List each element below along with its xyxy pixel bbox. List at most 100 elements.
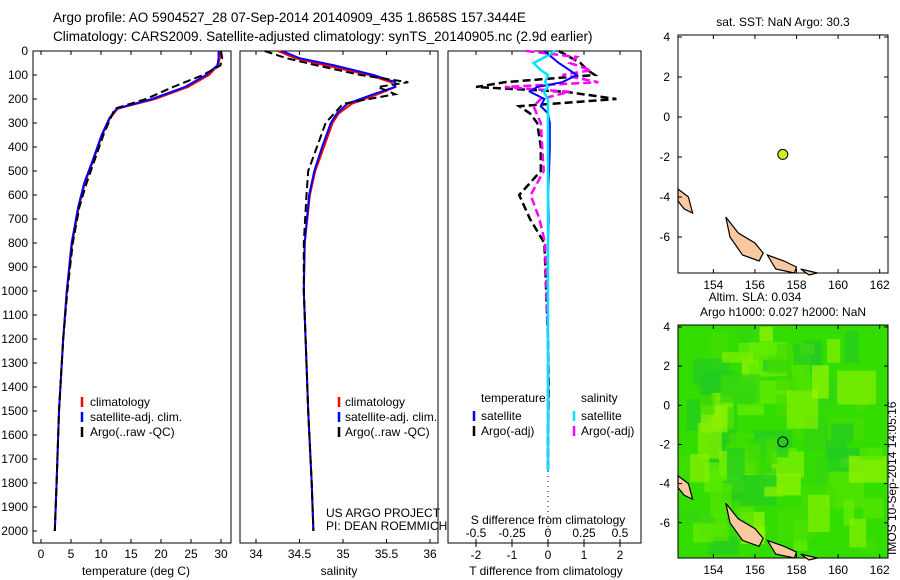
lat-tick-label: 4 <box>663 30 670 44</box>
x-axis-label: salinity <box>321 564 358 578</box>
y-tick-label: 100 <box>8 68 28 82</box>
x-axis-label: T difference from climatology <box>469 564 623 578</box>
y-tick-label: 1000 <box>1 284 28 298</box>
x-tick-label: 25 <box>184 547 198 561</box>
lat-tick-label: -4 <box>659 477 670 491</box>
s-tick-label: -0.5 <box>466 526 487 540</box>
lon-tick-label: 156 <box>745 563 765 577</box>
lat-tick-label: 2 <box>663 70 670 84</box>
sla-cell <box>708 521 729 541</box>
lon-tick-label: 158 <box>786 563 806 577</box>
lat-tick-label: 2 <box>663 359 670 373</box>
y-tick-label: 700 <box>8 212 28 226</box>
legend-label: Argo(..raw -QC) <box>345 425 430 439</box>
sla-cell <box>843 499 855 526</box>
x-tick-label: 35 <box>336 547 350 561</box>
island-land <box>677 474 694 501</box>
y-tick-label: 800 <box>8 236 28 250</box>
sla-cell <box>710 483 732 518</box>
sla-cell <box>860 539 877 552</box>
y-tick-label: 200 <box>8 92 28 106</box>
sla-cell <box>863 498 884 519</box>
sla-cell <box>811 365 829 399</box>
lat-tick-label: -4 <box>659 190 670 204</box>
sla-cell <box>708 536 739 555</box>
x-tick-label: 5 <box>68 547 75 561</box>
series-line-argo-raw-qc- <box>53 50 224 532</box>
sst-map-title: sat. SST: NaN Argo: 30.3 <box>716 15 850 29</box>
y-tick-label: 1600 <box>1 428 28 442</box>
y-tick-label: 2000 <box>1 524 28 538</box>
y-tick-label: 1500 <box>1 404 28 418</box>
sla-cell <box>814 458 829 490</box>
sla-cell <box>729 433 755 445</box>
legend-label: satellite <box>481 409 522 423</box>
panel-frame <box>239 50 439 544</box>
legend-label: satellite-adj. clim. <box>345 410 437 424</box>
sla-cell <box>776 439 789 458</box>
x-tick-label: 10 <box>94 547 108 561</box>
sla-cell <box>737 404 764 416</box>
lat-tick-label: -6 <box>659 230 670 244</box>
y-tick-label: 400 <box>8 140 28 154</box>
x-tick-label: -2 <box>471 548 482 562</box>
pi-annotation: PI: DEAN ROEMMICH <box>326 519 447 533</box>
y-tick-label: 1100 <box>2 308 28 322</box>
sla-cell <box>849 518 867 548</box>
sla-cell <box>808 494 830 533</box>
lon-tick-label: 154 <box>703 278 723 292</box>
lon-tick-label: 162 <box>870 563 890 577</box>
x-tick-label: 0 <box>38 547 45 561</box>
legend-label: Argo(-adj) <box>581 424 634 438</box>
map-sla_map: 154 156 158 160 162 4 2 0 -2 -4 -6 Altim. SLA: 0.03… <box>659 290 890 577</box>
map-sst_map: 154 156 158 160 162 4 2 0 -2 -4 -6 sat. SST: NaN Ar… <box>659 15 890 292</box>
sla-cell <box>690 453 710 483</box>
sla-cell <box>721 352 754 363</box>
sla-cell <box>777 508 813 541</box>
x-tick-label: 36 <box>423 547 437 561</box>
series-line-salinity-satellite <box>531 49 556 471</box>
sla-cell <box>844 330 859 363</box>
sla-cell <box>827 338 841 363</box>
lat-tick-label: -2 <box>659 150 670 164</box>
series-line-argo-raw-qc- <box>264 50 409 532</box>
x-axis-label: temperature (deg C) <box>82 564 190 578</box>
y-tick-label: 300 <box>8 116 28 130</box>
sla-cell <box>795 418 806 440</box>
island-land <box>725 216 764 262</box>
x-tick-label: -1 <box>507 548 518 562</box>
sla-cell <box>727 447 745 482</box>
pi-annotation: US ARGO PROJECT <box>326 506 441 520</box>
y-tick-label: 1800 <box>1 476 28 490</box>
lon-tick-label: 158 <box>786 278 806 292</box>
sla-map-title: Altim. SLA: 0.034 <box>709 290 802 304</box>
y-tick-label: 600 <box>8 188 28 202</box>
x-tick-label: 34 <box>249 547 263 561</box>
sla-cell <box>792 344 821 365</box>
sla-cell <box>764 486 783 497</box>
lon-tick-label: 154 <box>703 563 723 577</box>
y-tick-label: 1300 <box>1 356 28 370</box>
legend-label: Argo(-adj) <box>481 424 534 438</box>
legend-label: satellite-adj. clim. <box>90 410 182 424</box>
sla-cell <box>766 439 778 465</box>
sla-cell <box>700 394 715 415</box>
s-tick-label: 0.25 <box>572 526 596 540</box>
s-tick-label: -0.25 <box>498 526 526 540</box>
lat-tick-label: -6 <box>659 516 670 530</box>
y-tick-label: 1400 <box>1 380 28 394</box>
argo-float-location <box>777 436 789 448</box>
legend-heading-salinity: salinity <box>581 391 618 405</box>
x-tick-label: 1 <box>581 548 588 562</box>
island-land <box>766 539 798 559</box>
series-line-salinity-argo-adj- <box>504 49 599 471</box>
s-axis-label: S difference from climatology <box>471 513 626 527</box>
x-tick-label: 30 <box>214 547 228 561</box>
panel-temperature: 0 5 10 15 20 25 300100200300400500600700800900… <box>1 44 232 578</box>
x-tick-label: 0 <box>545 548 552 562</box>
y-tick-label: 900 <box>8 260 28 274</box>
sla-cell <box>859 447 883 460</box>
header-line-1: Argo profile: AO 5904527_28 07-Sep-2014 … <box>53 10 526 25</box>
x-tick-label: 34.5 <box>288 547 312 561</box>
sla-cell <box>775 377 798 391</box>
